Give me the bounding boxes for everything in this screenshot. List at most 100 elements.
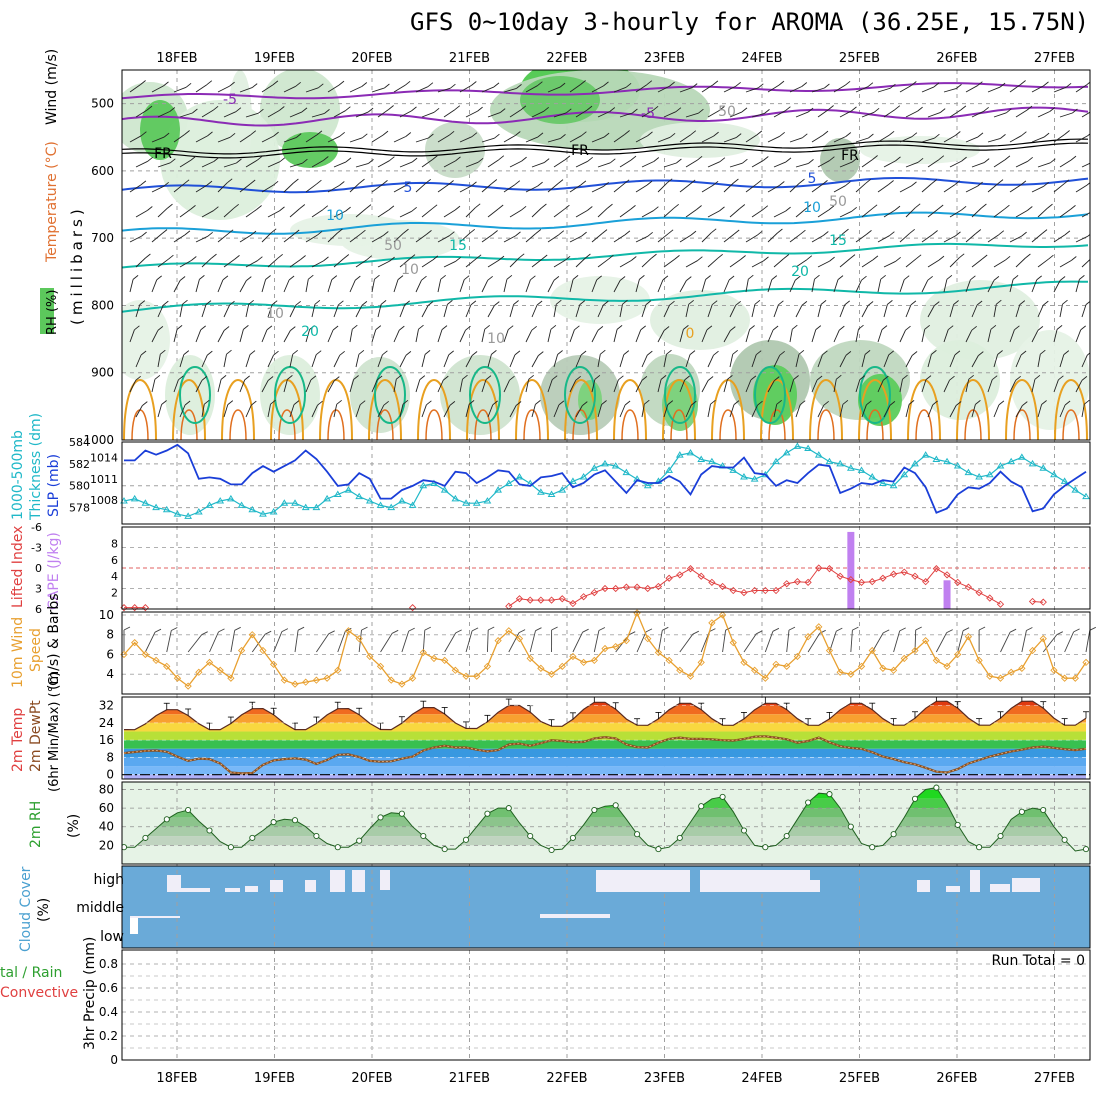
cloud-gap bbox=[130, 918, 138, 934]
precip-panel: 0.80.60.40.20 bbox=[99, 950, 1090, 1067]
wind10m-barb-flag bbox=[124, 627, 130, 630]
cloud-level-label: high bbox=[93, 872, 124, 888]
rh-marker bbox=[699, 804, 704, 809]
rh-marker bbox=[314, 833, 319, 838]
wind10m-barb-flag bbox=[298, 627, 304, 630]
contour-label: 50 bbox=[384, 238, 402, 254]
label-rh: RH (%) bbox=[45, 290, 60, 335]
wind10m-barb-flag bbox=[583, 629, 589, 632]
wind10m-barb bbox=[509, 633, 519, 652]
li-tick: 0 bbox=[35, 562, 42, 575]
wind10m-barb-flag bbox=[488, 627, 494, 630]
rh-marker bbox=[827, 792, 832, 797]
rh-marker bbox=[1019, 809, 1024, 814]
wind10m-barb-flag bbox=[963, 628, 969, 631]
rh-marker bbox=[635, 832, 640, 837]
rh-shading bbox=[440, 355, 520, 435]
wind10m-barb-flag bbox=[519, 630, 525, 633]
wind10m-barb-flag bbox=[362, 627, 368, 630]
label-temp2m-2: 2m DewPt bbox=[28, 700, 44, 772]
wind10m-barb bbox=[167, 631, 172, 653]
high-cloud bbox=[990, 884, 1010, 892]
rh-marker bbox=[421, 833, 426, 838]
label-cloud-1: Cloud Cover bbox=[18, 866, 34, 952]
panel2-border bbox=[122, 442, 1090, 524]
wind10m-barb-flag bbox=[916, 627, 922, 630]
wind10m-barb bbox=[658, 630, 662, 652]
slp-tick: 1011 bbox=[90, 473, 118, 486]
slp-tick: 1008 bbox=[90, 494, 118, 507]
rh-marker bbox=[891, 832, 896, 837]
rh-marker bbox=[955, 822, 960, 827]
label-wind10m-2: Speed bbox=[28, 628, 44, 672]
rh-tick: 40 bbox=[99, 820, 114, 834]
wind10m-barb bbox=[936, 633, 946, 652]
rh-marker bbox=[1062, 837, 1067, 842]
contour-label: FR bbox=[154, 146, 172, 162]
wind10m-barb bbox=[765, 631, 773, 652]
temp-band bbox=[122, 714, 1090, 723]
temp-band bbox=[122, 723, 1090, 732]
wind10m-barb bbox=[530, 631, 535, 652]
wind10m-barb bbox=[573, 632, 583, 652]
wind10m-barb-flag bbox=[329, 631, 335, 634]
high-cloud bbox=[810, 880, 820, 892]
rh-marker bbox=[806, 800, 811, 805]
high-cloud bbox=[245, 886, 258, 892]
rh-marker bbox=[250, 835, 255, 840]
temp-tick: 24 bbox=[99, 716, 114, 730]
label-thickness: 1000-500mb bbox=[10, 430, 26, 520]
rh-marker bbox=[570, 835, 575, 840]
rh-shading bbox=[640, 122, 760, 158]
wind10m-barb-flag bbox=[836, 628, 842, 631]
rh-marker bbox=[186, 807, 191, 812]
wind10m-barb bbox=[637, 632, 646, 652]
wind10m-barb bbox=[1022, 631, 1027, 653]
date-label-top: 23FEB bbox=[644, 51, 685, 66]
run-total: Run Total = 0 bbox=[991, 953, 1085, 969]
rh-marker bbox=[357, 838, 362, 843]
high-cloud bbox=[225, 888, 240, 892]
mid-cloud bbox=[130, 916, 180, 918]
rh-marker bbox=[164, 817, 169, 822]
label-temperature: Temperature (°C) bbox=[44, 141, 60, 263]
date-label-bottom: 21FEB bbox=[449, 1071, 490, 1086]
rh-marker bbox=[1041, 807, 1046, 812]
wind10m-barb-flag bbox=[646, 629, 652, 632]
label-rh2m-1: 2m RH bbox=[28, 801, 44, 848]
wind10m-barb bbox=[1086, 630, 1090, 652]
thickness-tick: 578 bbox=[69, 502, 90, 515]
contour-label: -5 bbox=[641, 106, 655, 122]
wind10m-barb-flag bbox=[171, 628, 177, 631]
high-cloud bbox=[167, 875, 181, 892]
temp-band bbox=[122, 757, 1090, 766]
wind10m-barb-flag bbox=[425, 627, 431, 630]
wind10m-barb bbox=[316, 634, 328, 652]
rh-marker bbox=[934, 785, 939, 790]
high-cloud bbox=[352, 870, 365, 892]
slp-line bbox=[124, 445, 1086, 513]
wind10m-barb bbox=[594, 631, 599, 653]
li-tick: -6 bbox=[31, 521, 42, 534]
rh-marker bbox=[143, 835, 148, 840]
wind10m-barb-flag bbox=[472, 628, 478, 631]
wind10m-barb-flag bbox=[1010, 629, 1016, 632]
rh-marker bbox=[848, 824, 853, 829]
contour-label: FR bbox=[571, 143, 589, 159]
high-cloud bbox=[330, 870, 345, 892]
wind10m-barb-flag bbox=[789, 627, 795, 630]
label-lifted-index: Lifted Index bbox=[10, 526, 26, 608]
pressure-tick-label: 700 bbox=[91, 231, 114, 245]
wind10m-barb bbox=[744, 634, 756, 652]
precip-tick: 0.8 bbox=[99, 957, 118, 971]
wind-tick: 6 bbox=[106, 647, 114, 661]
wind10m-barb-flag bbox=[456, 630, 462, 633]
temp-band bbox=[122, 775, 1090, 779]
rh-shading bbox=[282, 132, 338, 168]
contour-label: 10 bbox=[401, 262, 419, 278]
li-tick: 3 bbox=[35, 583, 42, 596]
contour-label: 0 bbox=[686, 326, 695, 342]
